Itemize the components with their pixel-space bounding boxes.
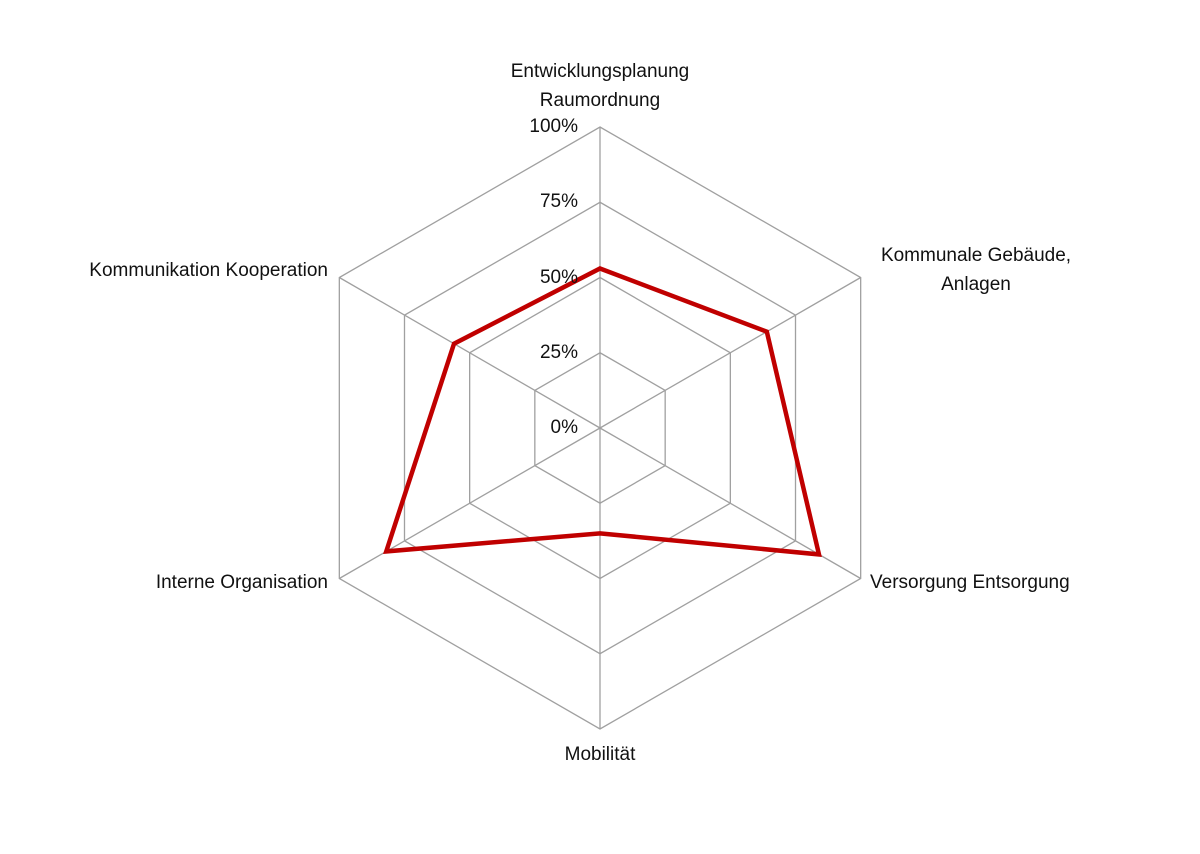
spoke [339, 427, 601, 580]
spoke [599, 276, 861, 429]
category-label: Kommunikation Kooperation [89, 260, 328, 281]
category-label: Entwicklungsplanung Raumordnung [510, 61, 690, 111]
category-label: Mobilität [564, 744, 636, 765]
spoke [339, 276, 601, 429]
r-tick-label: 50% [539, 266, 578, 288]
category-label: Interne Organisation [155, 572, 328, 593]
r-tick-label: 75% [539, 191, 578, 213]
r-tick-label: 0% [550, 417, 578, 438]
r-tick-label: 100% [529, 116, 578, 137]
category-label: Versorgung Entsorgung [870, 572, 1070, 593]
r-tick-label: 25% [539, 341, 578, 363]
series-line [383, 266, 822, 557]
category-label: Kommunale Gebäude, Anlagen [880, 245, 1072, 295]
